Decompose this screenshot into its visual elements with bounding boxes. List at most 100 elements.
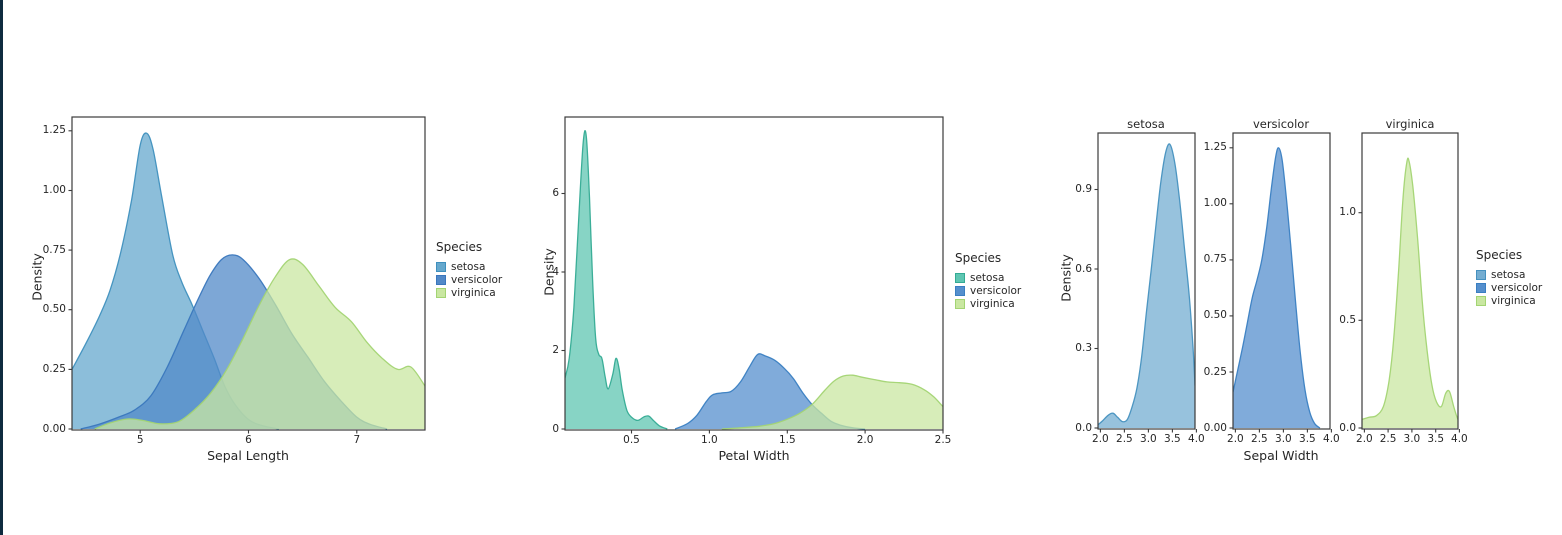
kde-line-versicolor <box>1233 147 1321 429</box>
x-tick-label: 2.5 <box>1251 433 1268 445</box>
plot2-legend-title: Species <box>955 251 1002 265</box>
kde-area-virginica <box>1362 158 1458 428</box>
kde-area-virginica <box>94 258 425 429</box>
y-tick-label: 0.6 <box>1075 262 1092 275</box>
y-tick-label: 0.5 <box>1339 313 1356 326</box>
kde-area-setosa <box>72 133 279 429</box>
x-tick-label: 3.0 <box>1403 433 1421 445</box>
plot3-ylabel: Density <box>1058 254 1074 302</box>
legend-swatch-virginica <box>955 298 965 309</box>
legend-label-versicolor: versicolor <box>1491 281 1543 294</box>
plot3-legend-title: Species <box>1476 248 1523 262</box>
kde-area-versicolor <box>1233 147 1320 428</box>
axes-spines <box>564 116 944 431</box>
facet-title-virginica: virginica <box>1385 117 1435 131</box>
kde-area-setosa <box>565 130 668 429</box>
legend-swatch-versicolor <box>1476 282 1486 293</box>
x-tick-label: 3.0 <box>1140 433 1157 445</box>
legend-swatch-versicolor <box>436 274 446 285</box>
plot-area <box>1362 157 1458 428</box>
facet-title-setosa: setosa <box>1127 117 1165 131</box>
kde-line-setosa <box>565 130 668 430</box>
x-tick-label: 2.0 <box>1356 433 1373 445</box>
y-tick-label: 1.0 <box>1339 206 1356 219</box>
x-tick-label: 2.5 <box>1116 433 1133 445</box>
plot1-legend-title: Species <box>436 240 483 254</box>
facet-title-versicolor: versicolor <box>1252 117 1310 131</box>
legend-label-setosa: setosa <box>451 260 486 273</box>
legend-item: virginica <box>1476 294 1542 307</box>
y-tick-label: 4 <box>552 265 559 278</box>
legend-item: setosa <box>955 271 1021 284</box>
plot1-xlabel: Sepal Length <box>207 448 289 463</box>
y-tick-label: 1.00 <box>42 184 66 196</box>
legend-label-versicolor: versicolor <box>451 273 503 286</box>
y-tick-label: 0.0 <box>1339 421 1356 434</box>
x-tick-label: 3.0 <box>1275 433 1292 445</box>
x-tick-label: 0.5 <box>623 434 640 446</box>
plot2-legend: Species setosa versicolor virginica <box>955 251 1021 310</box>
axes-spines <box>1361 132 1459 430</box>
y-tick-label: 0.00 <box>1203 421 1227 434</box>
plot1-legend: Species setosa versicolor virginica <box>436 240 502 299</box>
axes-spines <box>1097 132 1196 430</box>
x-tick-label: 2.0 <box>1092 433 1109 445</box>
legend-item: setosa <box>1476 268 1542 281</box>
kde-line-virginica <box>1362 157 1458 421</box>
legend-swatch-setosa <box>955 272 965 283</box>
y-tick-label: 0.50 <box>1203 309 1227 322</box>
x-tick-label: 2.5 <box>1379 433 1397 445</box>
x-tick-label: 3.5 <box>1299 433 1316 445</box>
y-tick-label: 0 <box>552 422 559 435</box>
y-tick-label: 6 <box>552 187 559 199</box>
x-tick-label: 5 <box>136 434 144 446</box>
legend-item: virginica <box>955 297 1021 310</box>
kde-line-setosa <box>1098 143 1195 426</box>
legend-item: setosa <box>436 260 502 273</box>
legend-item: versicolor <box>955 284 1021 297</box>
y-tick-label: 0.00 <box>42 422 66 435</box>
plot2-xlabel: Petal Width <box>718 448 790 463</box>
legend-item: virginica <box>436 286 502 299</box>
y-tick-label: 0.75 <box>1203 253 1227 266</box>
y-tick-label: 0.75 <box>42 243 66 256</box>
y-tick-label: 0.3 <box>1075 342 1092 354</box>
plot-area <box>1098 143 1195 428</box>
y-tick-label: 1.25 <box>1203 141 1227 154</box>
plot-area <box>72 132 425 430</box>
y-tick-label: 0.9 <box>1075 183 1092 195</box>
x-tick-label: 3.5 <box>1427 433 1445 445</box>
axes-spines <box>1232 132 1331 430</box>
plot-area <box>1233 147 1321 429</box>
y-tick-label: 2 <box>552 344 559 356</box>
legend-swatch-virginica <box>436 287 446 298</box>
kde-line-virginica <box>721 374 943 430</box>
kde-area-setosa <box>1098 143 1195 428</box>
legend-label-setosa: setosa <box>970 271 1005 284</box>
legend-item: versicolor <box>436 273 502 286</box>
legend-label-virginica: virginica <box>451 286 496 299</box>
x-tick-label: 4.0 <box>1188 433 1205 445</box>
y-tick-label: 1.25 <box>42 124 66 137</box>
y-tick-label: 1.00 <box>1203 197 1227 210</box>
x-tick-label: 2.0 <box>1227 433 1244 445</box>
x-tick-label: 7 <box>353 434 361 446</box>
plot-area <box>565 130 943 430</box>
x-tick-label: 4.0 <box>1323 433 1340 445</box>
legend-label-versicolor: versicolor <box>970 284 1022 297</box>
y-tick-label: 0.25 <box>42 362 66 375</box>
legend-swatch-virginica <box>1476 295 1486 306</box>
kde-area-virginica <box>721 375 943 429</box>
window-left-border <box>0 0 3 535</box>
legend-label-virginica: virginica <box>1491 294 1536 307</box>
legend-label-setosa: setosa <box>1491 268 1526 281</box>
legend-swatch-setosa <box>1476 269 1486 280</box>
x-tick-label: 3.5 <box>1164 433 1181 445</box>
x-tick-label: 1.5 <box>778 434 796 446</box>
x-tick-label: 4.0 <box>1451 433 1468 445</box>
legend-label-virginica: virginica <box>970 297 1015 310</box>
x-tick-label: 2.0 <box>856 434 874 446</box>
plot3-legend: Species setosa versicolor virginica <box>1476 248 1542 307</box>
